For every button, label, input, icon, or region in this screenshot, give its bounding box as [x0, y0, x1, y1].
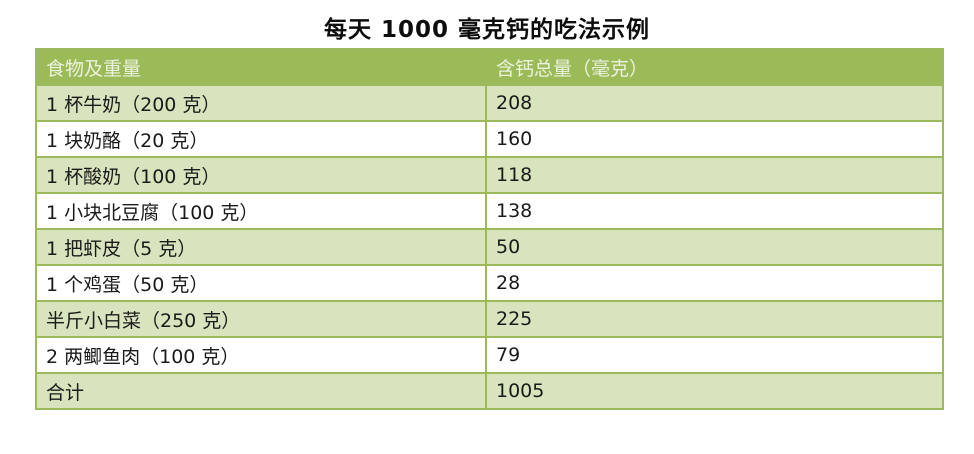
table-row: 1 杯酸奶（100 克） 118 — [35, 156, 944, 194]
page-title: 每天 1000 毫克钙的吃法示例 — [323, 17, 651, 43]
table-row: 合计 1005 — [35, 372, 944, 410]
food-cell: 2 两鲫鱼肉（100 克） — [35, 336, 487, 374]
calcium-cell: 50 — [485, 228, 944, 266]
calcium-cell: 1005 — [485, 372, 944, 410]
calcium-cell: 28 — [485, 264, 944, 302]
food-cell: 1 杯酸奶（100 克） — [35, 156, 487, 194]
calcium-cell: 160 — [485, 120, 944, 158]
food-cell: 1 块奶酪（20 克） — [35, 120, 487, 158]
food-cell: 合计 — [35, 372, 487, 410]
food-cell: 1 把虾皮（5 克） — [35, 228, 487, 266]
calcium-table: 食物及重量 含钙总量（毫克） 1 杯牛奶（200 克） 208 1 块奶酪（20 克… — [35, 48, 944, 410]
header-calcium: 含钙总量（毫克） — [485, 48, 944, 86]
header-food: 食物及重量 — [35, 48, 487, 86]
food-cell: 1 个鸡蛋（50 克） — [35, 264, 487, 302]
calcium-cell: 225 — [485, 300, 944, 338]
table-row: 1 小块北豆腐（100 克） 138 — [35, 192, 944, 230]
food-cell: 半斤小白菜（250 克） — [35, 300, 487, 338]
food-cell: 1 杯牛奶（200 克） — [35, 84, 487, 122]
table-header: 食物及重量 含钙总量（毫克） — [35, 48, 944, 86]
table-body: 1 杯牛奶（200 克） 208 1 块奶酪（20 克） 160 1 杯酸奶（100 克… — [35, 84, 944, 410]
food-cell: 1 小块北豆腐（100 克） — [35, 192, 487, 230]
table-row: 1 把虾皮（5 克） 50 — [35, 228, 944, 266]
calcium-cell: 118 — [485, 156, 944, 194]
header-row: 食物及重量 含钙总量（毫克） — [35, 48, 944, 86]
table-row: 半斤小白菜（250 克） 225 — [35, 300, 944, 338]
calcium-cell: 79 — [485, 336, 944, 374]
table-row: 1 杯牛奶（200 克） 208 — [35, 84, 944, 122]
calcium-cell: 138 — [485, 192, 944, 230]
calcium-cell: 208 — [485, 84, 944, 122]
table-row: 2 两鲫鱼肉（100 克） 79 — [35, 336, 944, 374]
table-row: 1 块奶酪（20 克） 160 — [35, 120, 944, 158]
table-row: 1 个鸡蛋（50 克） 28 — [35, 264, 944, 302]
